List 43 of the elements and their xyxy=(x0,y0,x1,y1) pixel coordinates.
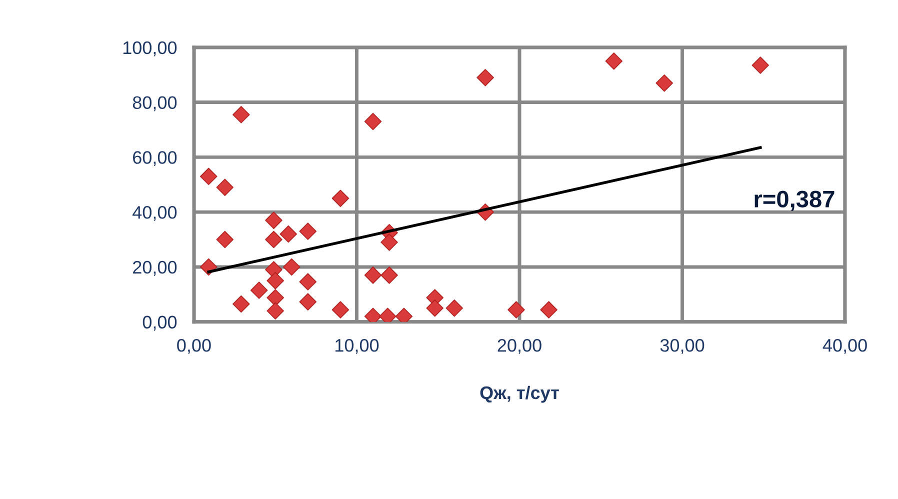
point xyxy=(332,190,350,207)
y-tick-label: 0,00 xyxy=(142,316,177,331)
x-tick-label: 30,00 xyxy=(660,339,704,354)
point xyxy=(752,56,770,74)
point xyxy=(266,289,284,306)
point xyxy=(232,106,250,124)
point xyxy=(265,212,282,229)
point xyxy=(266,302,284,320)
x-axis-title: Qж, т/сут xyxy=(480,386,559,403)
point xyxy=(200,168,218,186)
point xyxy=(250,282,268,299)
y-tick-label: 100,00 xyxy=(123,41,177,56)
y-tick-label: 60,00 xyxy=(133,151,177,166)
point xyxy=(216,230,234,248)
x-tick-label: 10,00 xyxy=(336,339,379,354)
y-tick-label: 40,00 xyxy=(132,206,177,221)
point xyxy=(216,178,234,196)
point xyxy=(540,301,558,318)
point xyxy=(299,273,317,290)
point xyxy=(446,299,464,317)
point xyxy=(508,301,525,318)
point xyxy=(280,225,298,243)
annotation: r=0,387 xyxy=(754,190,834,211)
point xyxy=(282,258,300,276)
y-tick-label: 80,00 xyxy=(132,96,177,112)
point xyxy=(476,68,494,86)
point xyxy=(426,299,444,317)
x-tick-label: 40,00 xyxy=(822,339,867,354)
point xyxy=(364,266,382,284)
point xyxy=(265,230,282,248)
point xyxy=(299,222,317,240)
point xyxy=(380,266,398,284)
point xyxy=(605,52,623,70)
x-tick-label: 0,00 xyxy=(177,339,211,354)
point xyxy=(299,293,317,310)
point xyxy=(656,74,673,92)
point xyxy=(266,272,284,290)
point xyxy=(232,295,250,313)
point xyxy=(332,301,350,318)
y-tick-label: 20,00 xyxy=(133,260,177,276)
point xyxy=(364,112,382,130)
x-tick-label: 20,00 xyxy=(498,339,542,354)
point xyxy=(380,234,398,251)
